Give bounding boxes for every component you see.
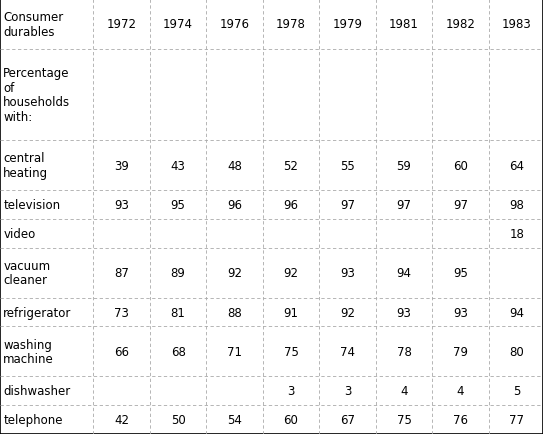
Text: 74: 74 — [340, 345, 355, 358]
Text: 52: 52 — [283, 159, 299, 172]
Text: 42: 42 — [114, 413, 129, 426]
Text: 88: 88 — [227, 306, 242, 319]
Text: 1976: 1976 — [219, 18, 250, 31]
Text: dishwasher: dishwasher — [3, 385, 71, 398]
Text: 39: 39 — [114, 159, 129, 172]
Text: 87: 87 — [114, 266, 129, 279]
Text: video: video — [3, 227, 35, 240]
Text: 92: 92 — [227, 266, 242, 279]
Text: 96: 96 — [227, 198, 242, 211]
Text: 3: 3 — [287, 385, 295, 398]
Text: 98: 98 — [509, 198, 525, 211]
Text: washing
machine: washing machine — [3, 338, 54, 365]
Text: 60: 60 — [283, 413, 299, 426]
Text: 59: 59 — [396, 159, 412, 172]
Text: 80: 80 — [509, 345, 525, 358]
Text: 97: 97 — [453, 198, 468, 211]
Text: 64: 64 — [509, 159, 525, 172]
Text: 95: 95 — [453, 266, 468, 279]
Text: 91: 91 — [283, 306, 299, 319]
Text: 67: 67 — [340, 413, 355, 426]
Text: 60: 60 — [453, 159, 468, 172]
Text: 81: 81 — [171, 306, 186, 319]
Text: 75: 75 — [283, 345, 299, 358]
Text: refrigerator: refrigerator — [3, 306, 72, 319]
Text: 92: 92 — [283, 266, 299, 279]
Text: 1982: 1982 — [445, 18, 476, 31]
Text: 68: 68 — [171, 345, 186, 358]
Text: 95: 95 — [171, 198, 186, 211]
Text: 1972: 1972 — [106, 18, 137, 31]
Text: 1974: 1974 — [163, 18, 193, 31]
Text: Percentage
of
households
with:: Percentage of households with: — [3, 67, 71, 124]
Text: 93: 93 — [340, 266, 355, 279]
Text: 76: 76 — [453, 413, 468, 426]
Text: 97: 97 — [340, 198, 355, 211]
Text: 55: 55 — [340, 159, 355, 172]
Text: 75: 75 — [396, 413, 412, 426]
Text: 1983: 1983 — [502, 18, 532, 31]
Text: Consumer
durables: Consumer durables — [3, 11, 64, 39]
Text: 43: 43 — [171, 159, 186, 172]
Text: 77: 77 — [509, 413, 525, 426]
Text: 93: 93 — [396, 306, 412, 319]
Text: telephone: telephone — [3, 413, 63, 426]
Text: 71: 71 — [227, 345, 242, 358]
Text: 79: 79 — [453, 345, 468, 358]
Text: 4: 4 — [457, 385, 464, 398]
Text: 18: 18 — [509, 227, 525, 240]
Text: 1981: 1981 — [389, 18, 419, 31]
Text: vacuum
cleaner: vacuum cleaner — [3, 260, 50, 287]
Text: 89: 89 — [171, 266, 186, 279]
Text: 50: 50 — [171, 413, 186, 426]
Text: 93: 93 — [453, 306, 468, 319]
Text: 48: 48 — [227, 159, 242, 172]
Text: 66: 66 — [114, 345, 129, 358]
Text: 54: 54 — [227, 413, 242, 426]
Text: 94: 94 — [509, 306, 525, 319]
Text: 97: 97 — [396, 198, 412, 211]
Text: 92: 92 — [340, 306, 355, 319]
Text: 73: 73 — [114, 306, 129, 319]
Text: 3: 3 — [344, 385, 351, 398]
Text: 96: 96 — [283, 198, 299, 211]
Text: 78: 78 — [396, 345, 412, 358]
Text: television: television — [3, 198, 60, 211]
Text: 93: 93 — [114, 198, 129, 211]
Text: 1979: 1979 — [332, 18, 363, 31]
Text: 1978: 1978 — [276, 18, 306, 31]
Text: central
heating: central heating — [3, 152, 48, 180]
Text: 5: 5 — [513, 385, 521, 398]
Text: 94: 94 — [396, 266, 412, 279]
Text: 4: 4 — [400, 385, 408, 398]
